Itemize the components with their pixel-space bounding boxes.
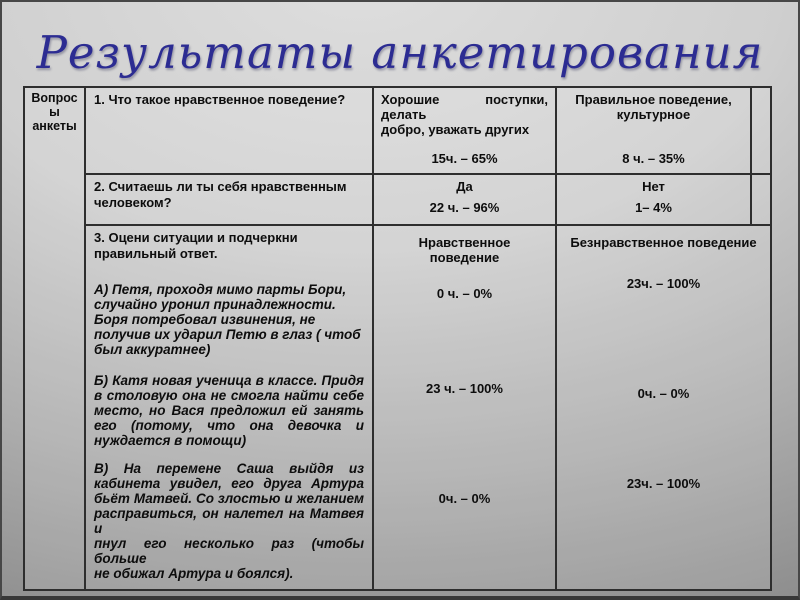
situation-a: А) Петя, проходя мимо парты Бори, случай… <box>94 282 364 357</box>
answer-count: 15ч. – 65% <box>431 151 498 166</box>
situation-a-line: А) Петя, проходя мимо парты Бори, <box>94 282 347 298</box>
answer-text: Хорошие поступки, делать добро, уважать … <box>381 92 548 137</box>
situation-v-line: кабинета увидел, его друга Артура <box>94 476 364 492</box>
situation-a-line: Боря потребовал извинения, не <box>94 312 316 328</box>
immoral-count-v: 23ч. – 100% <box>626 476 701 492</box>
spacer-cell <box>750 86 772 175</box>
spacer-cell <box>750 172 772 227</box>
questions-header-line: анкеты <box>32 119 77 133</box>
moral-count-a: 0 ч. – 0% <box>436 286 493 302</box>
situation-v-line: В) На перемене Саша выйдя из <box>94 461 364 477</box>
situation-b: Б) Катя новая ученица в классе. Придя в … <box>94 373 364 448</box>
situation-b-line: место, но Вася предложил ей занять <box>94 403 364 419</box>
situation-v: В) На перемене Саша выйдя из кабинета ув… <box>94 461 364 581</box>
situation-b-line: нуждается в помощи) <box>94 433 247 449</box>
moral-column-header: Нравственное поведение <box>418 235 511 266</box>
table-row-question-2: 2. Считаешь ли ты себя нравственным чело… <box>24 172 772 227</box>
moral-count-b: 23 ч. – 100% <box>426 381 503 397</box>
immoral-behavior-results-cell: Безнравственное поведение 23ч. – 100% 0ч… <box>555 224 772 591</box>
question-2-text: 2. Считаешь ли ты себя нравственным чело… <box>94 178 347 210</box>
q1-answer-good-deeds-cell: Хорошие поступки, делать добро, уважать … <box>372 86 557 175</box>
slide-title: Результаты анкетирования <box>36 26 764 79</box>
survey-results-table: Вопрос ы анкеты 1. Что такое нравственно… <box>23 86 772 591</box>
moral-count-v: 0ч. – 0% <box>438 491 491 507</box>
immoral-count-a: 23ч. – 100% <box>626 276 701 292</box>
situation-v-line: расправиться, он налетел на Матвея и <box>94 506 364 537</box>
situation-b-line: Б) Катя новая ученица в классе. Придя <box>94 373 364 389</box>
answer-text-line: делать <box>381 107 427 122</box>
answer-text-line: добро, уважать других <box>381 122 530 137</box>
answer-text: Да <box>456 178 473 194</box>
immoral-count-b: 0ч. – 0% <box>637 386 690 402</box>
answer-text-line: Хорошие поступки, <box>381 92 548 107</box>
situation-v-line: бьёт Матвей. Со злостью и желанием <box>94 491 364 507</box>
question-3-heading-line: правильный ответ. <box>94 246 218 262</box>
question-3-heading: 3. Оцени ситуации и подчеркни правильный… <box>94 230 364 262</box>
question-1-cell: 1. Что такое нравственное поведение? <box>84 86 374 175</box>
answer-count: 8 ч. – 35% <box>622 151 685 166</box>
situation-v-line: не обижал Артура и боялся). <box>94 566 294 582</box>
questions-header-line: Вопрос <box>31 91 78 105</box>
question-2-cell: 2. Считаешь ли ты себя нравственным чело… <box>84 172 374 227</box>
questions-header-line: ы <box>49 105 60 119</box>
situation-b-line: его (потому, что она девочка и <box>94 418 364 434</box>
situation-a-line: был аккуратнее) <box>94 342 211 358</box>
situation-a-line: получив их ударил Петю в глаз ( чтоб <box>94 327 361 343</box>
situation-a-line: случайно уронил принадлежности. <box>94 297 336 313</box>
question-1-text: 1. Что такое нравственное поведение? <box>94 92 346 107</box>
table-row-question-1: Вопрос ы анкеты 1. Что такое нравственно… <box>23 86 772 591</box>
q2-answer-no-cell: Нет 1– 4% <box>555 172 752 227</box>
situation-b-line: в столовую она не смогла найти себе <box>94 388 364 404</box>
table-row-question-3: 3. Оцени ситуации и подчеркни правильный… <box>24 224 772 591</box>
immoral-column-header: Безнравственное поведение <box>570 235 757 251</box>
q2-answer-yes-cell: Да 22 ч. – 96% <box>372 172 557 227</box>
moral-behavior-results-cell: Нравственное поведение 0 ч. – 0% 23 ч. –… <box>372 224 557 591</box>
answer-text: Нет <box>642 178 665 194</box>
answer-count: 1– 4% <box>635 199 672 215</box>
situation-v-line: пнул его несколько раз (чтобы больше <box>94 536 364 567</box>
question-3-heading-line: 3. Оцени ситуации и подчеркни <box>94 230 298 246</box>
answer-count: 22 ч. – 96% <box>429 199 500 215</box>
answer-text: Правильное поведение, культурное <box>575 92 732 122</box>
question-3-cell: 3. Оцени ситуации и подчеркни правильный… <box>84 224 374 591</box>
q1-answer-correct-behavior-cell: Правильное поведение, культурное 8 ч. – … <box>555 86 752 175</box>
questions-header-cell: Вопрос ы анкеты <box>23 86 86 591</box>
